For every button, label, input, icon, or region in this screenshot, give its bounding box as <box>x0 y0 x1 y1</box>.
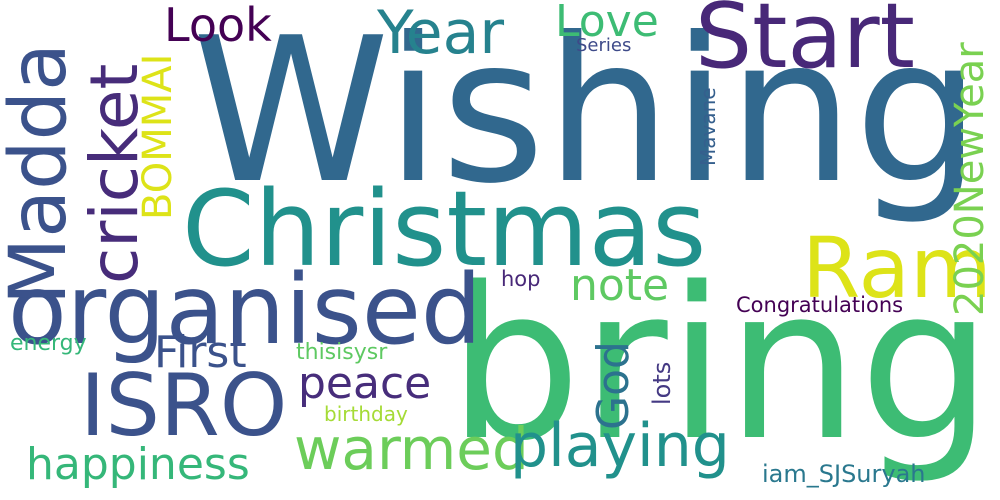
word-lots: lots <box>648 361 676 405</box>
word-isro: ISRO <box>80 356 288 456</box>
word-organised: organised <box>8 254 482 366</box>
word-first: First <box>154 327 247 378</box>
word-2020newyear: 2020NewYear <box>947 42 993 316</box>
word-love: Love <box>555 0 659 47</box>
word-birthday: birthday <box>324 402 408 426</box>
word-bommai: BOMMAI <box>135 53 181 220</box>
word-mavane: Mavane <box>696 87 720 166</box>
word-congratulations: Congratulations <box>736 293 904 317</box>
word-warmed: warmed <box>294 415 529 483</box>
word-hop: hop <box>501 267 541 291</box>
word-start: Start <box>695 0 915 89</box>
word-energy: energy <box>10 331 87 356</box>
word-look: Look <box>164 0 272 52</box>
word-note: note <box>570 260 670 311</box>
word-happiness: happiness <box>26 439 250 490</box>
word-bring: bring <box>448 242 993 487</box>
word-wishing: Wishing <box>192 0 982 228</box>
word-god: God <box>588 341 639 430</box>
word-playing: playing <box>510 411 730 481</box>
word-thisisysr: thisisysr <box>296 340 388 365</box>
word-christmas: Christmas <box>182 168 707 290</box>
word-peace: peace <box>298 358 432 409</box>
word-year: Year <box>377 0 505 68</box>
word-madda: Madda <box>0 43 84 305</box>
word-ram: Ram <box>802 219 992 317</box>
word-series: Series <box>576 35 632 56</box>
word-iam-sjsuryah: iam_SJSuryah <box>762 460 926 488</box>
